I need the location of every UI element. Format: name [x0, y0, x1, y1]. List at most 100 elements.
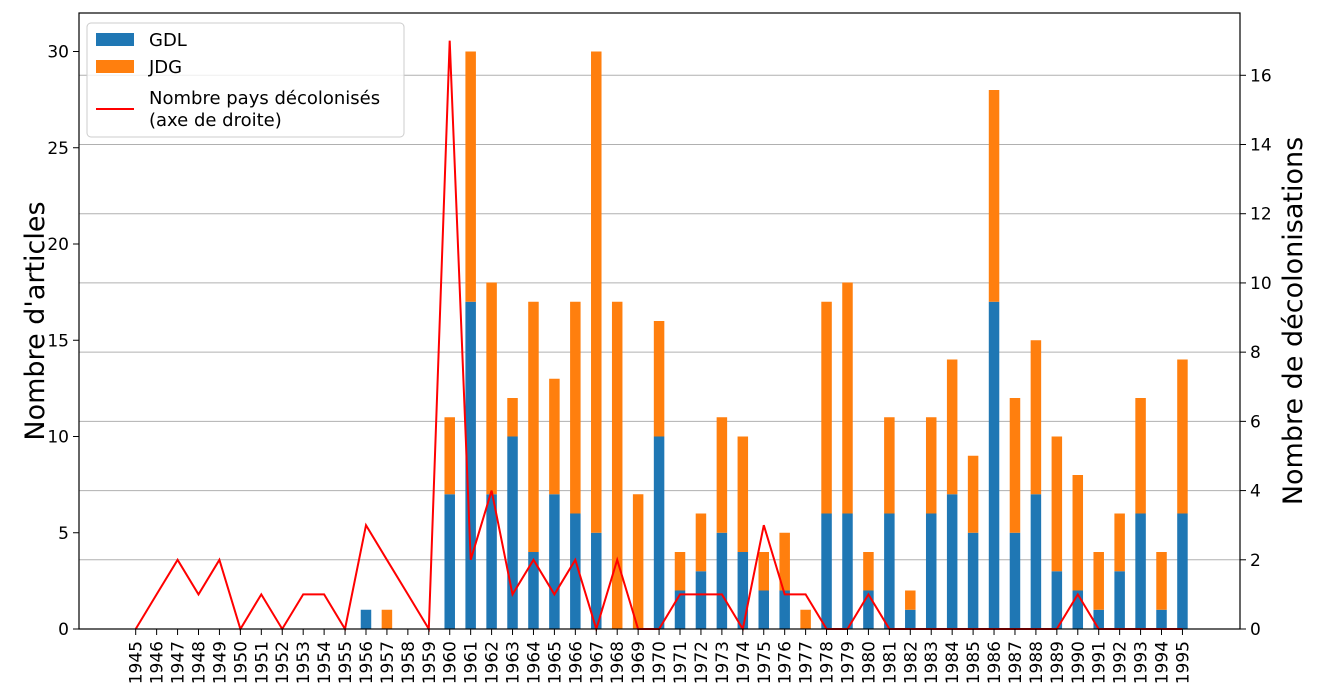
bar-gdl-1967 — [591, 532, 602, 629]
y-tick-label: 25 — [47, 139, 69, 159]
x-tick-label: 1968 — [608, 641, 628, 684]
bar-gdl-1964 — [528, 552, 539, 629]
x-tick-label: 1994 — [1153, 641, 1173, 684]
legend-box — [86, 22, 405, 138]
y-tick-label: 15 — [47, 331, 69, 351]
bar-jdg-1957 — [381, 609, 393, 629]
x-tick-label: 1978 — [818, 641, 838, 684]
x-tick-label: 1960 — [441, 641, 461, 684]
bar-jdg-1968 — [611, 301, 623, 629]
bar-gdl-1988 — [1030, 494, 1042, 629]
x-tick-label: 1993 — [1132, 641, 1152, 684]
x-tick-label: 1977 — [797, 641, 817, 684]
bar-jdg-1964 — [528, 301, 539, 552]
x-tick-label: 1949 — [210, 641, 230, 684]
y2-tick-label: 8 — [1250, 343, 1261, 363]
bar-jdg-1990 — [1072, 475, 1084, 591]
x-tick-label: 1950 — [231, 641, 251, 684]
bar-jdg-1962 — [486, 282, 497, 495]
bar-jdg-1976 — [779, 532, 790, 591]
x-tick-label: 1976 — [776, 641, 796, 684]
x-tick-label: 1975 — [755, 641, 775, 684]
x-tick-label: 1989 — [1048, 641, 1068, 684]
x-tick-label: 1959 — [420, 641, 440, 684]
bar-gdl-1987 — [1009, 532, 1021, 629]
bar-jdg-1986 — [988, 90, 1000, 302]
legend-swatch-jdg — [96, 60, 134, 73]
x-tick-label: 1946 — [148, 641, 168, 684]
bar-jdg-1972 — [695, 513, 707, 572]
x-tick-label: 1981 — [880, 641, 900, 684]
legend-swatch-gdl — [96, 33, 134, 46]
bar-jdg-1985 — [967, 455, 979, 533]
x-tick-label: 1963 — [504, 641, 524, 684]
bar-jdg-1960 — [444, 417, 455, 495]
bar-jdg-1992 — [1114, 513, 1125, 572]
x-tick-label: 1967 — [587, 641, 607, 684]
bar-gdl-1989 — [1051, 571, 1063, 629]
bar-jdg-1978 — [821, 301, 832, 514]
bar-gdl-1961 — [465, 301, 476, 629]
bar-jdg-1975 — [758, 552, 769, 591]
bar-gdl-1966 — [570, 513, 581, 629]
y-tick-label: 10 — [47, 428, 69, 448]
x-tick-label: 1947 — [169, 641, 189, 684]
y-tick-label: 20 — [47, 235, 69, 255]
bar-gdl-1981 — [884, 513, 895, 629]
bar-jdg-1979 — [842, 282, 853, 514]
x-tick-label: 1956 — [357, 641, 377, 684]
bar-gdl-1965 — [549, 494, 560, 629]
x-tick-label: 1948 — [190, 641, 210, 684]
bar-jdg-1994 — [1156, 552, 1167, 610]
y2-tick-label: 12 — [1250, 205, 1272, 225]
x-tick-label: 1952 — [273, 641, 293, 684]
bar-gdl-1956 — [360, 609, 372, 629]
x-tick-label: 1987 — [1006, 641, 1026, 684]
y2-tick-label: 16 — [1250, 66, 1272, 86]
x-tick-label: 1962 — [483, 641, 503, 684]
y-axis-label: Nombre d'articles — [20, 201, 51, 440]
bar-jdg-1967 — [591, 51, 602, 533]
bar-gdl-1980 — [863, 590, 874, 629]
y-tick-label: 30 — [47, 43, 69, 63]
y2-tick-label: 4 — [1250, 482, 1261, 502]
x-tick-label: 1982 — [901, 641, 921, 684]
legend-label-jdg: JDG — [148, 57, 182, 78]
bar-gdl-1984 — [946, 494, 958, 629]
bar-gdl-1995 — [1177, 513, 1188, 629]
bar-jdg-1980 — [863, 552, 874, 591]
x-tick-label: 1971 — [671, 641, 691, 684]
bar-gdl-1983 — [925, 513, 937, 629]
bar-gdl-1963 — [507, 436, 518, 629]
bar-jdg-1995 — [1177, 359, 1188, 514]
bar-jdg-1970 — [653, 321, 665, 437]
y2-tick-label: 14 — [1250, 136, 1272, 156]
x-tick-label: 1986 — [985, 641, 1005, 684]
left-y-axis: 0 5 10 15 20 25 30 — [47, 43, 79, 640]
x-tick-label: 1983 — [922, 641, 942, 684]
bar-gdl-1985 — [967, 532, 979, 629]
x-tick-label: 1980 — [859, 641, 879, 684]
bar-jdg-1987 — [1009, 398, 1021, 533]
bar-jdg-1981 — [884, 417, 895, 514]
bar-jdg-1993 — [1135, 398, 1146, 514]
bar-gdl-1991 — [1093, 609, 1104, 629]
bar-jdg-1963 — [507, 398, 518, 437]
bar-jdg-1991 — [1093, 552, 1104, 610]
x-tick-label: 1958 — [399, 641, 419, 684]
x-tick-label: 1995 — [1173, 641, 1193, 684]
bar-gdl-1976 — [779, 590, 790, 629]
y-tick-label: 0 — [58, 620, 69, 640]
x-tick-label: 1990 — [1069, 641, 1089, 684]
bar-gdl-1960 — [444, 494, 455, 629]
x-tick-label: 1979 — [838, 641, 858, 684]
bar-gdl-1975 — [758, 590, 769, 629]
x-tick-label: 1992 — [1111, 641, 1131, 684]
bar-gdl-1978 — [821, 513, 832, 629]
x-tick-label: 1954 — [315, 641, 335, 684]
x-tick-label: 1969 — [629, 641, 649, 684]
bar-jdg-1966 — [570, 301, 581, 514]
x-tick-label: 1991 — [1090, 641, 1110, 684]
bar-jdg-1969 — [632, 494, 644, 629]
